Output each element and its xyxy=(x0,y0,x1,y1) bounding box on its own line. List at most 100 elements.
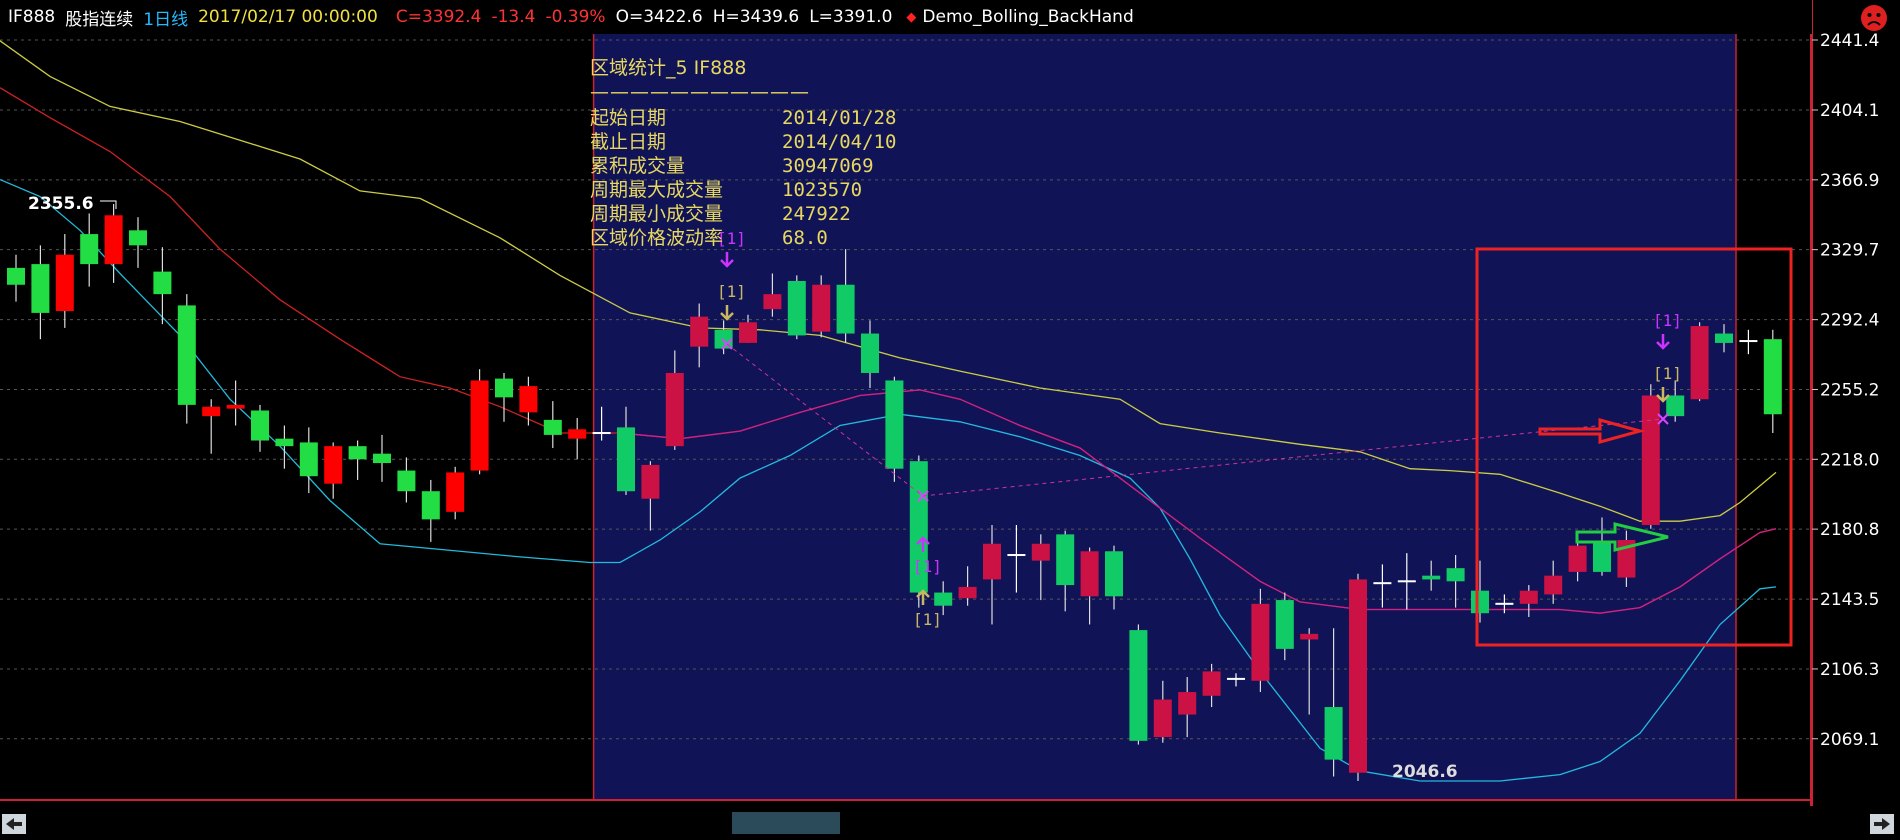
candle[interactable] xyxy=(739,314,757,343)
candle[interactable] xyxy=(153,247,172,325)
price-chart[interactable]: 2355.6 2046.6 [1] [1] [1] [1] [1] [1] xyxy=(0,34,1812,806)
candle[interactable] xyxy=(1007,524,1026,593)
candle[interactable] xyxy=(177,294,196,424)
candle[interactable] xyxy=(495,372,513,422)
candle[interactable] xyxy=(1056,530,1075,612)
candle[interactable] xyxy=(909,455,928,608)
candle[interactable] xyxy=(80,213,99,287)
candle[interactable] xyxy=(1715,324,1733,353)
candle[interactable] xyxy=(1397,553,1416,610)
candle[interactable] xyxy=(543,401,562,449)
candle[interactable] xyxy=(1568,538,1587,582)
candle[interactable] xyxy=(299,427,318,494)
arrow-down-icon xyxy=(1656,334,1670,350)
candle[interactable] xyxy=(1544,560,1563,604)
candle[interactable] xyxy=(1495,594,1514,614)
candle-body xyxy=(1324,707,1343,760)
axis-tick-label: 2143.5 xyxy=(1820,590,1879,610)
candle-body xyxy=(1153,699,1172,738)
candle[interactable] xyxy=(1519,585,1538,617)
scroll-left-button[interactable] xyxy=(2,814,26,834)
candle[interactable] xyxy=(690,303,709,368)
candle-body xyxy=(1471,590,1489,614)
candle[interactable] xyxy=(861,320,879,388)
candle[interactable] xyxy=(836,249,855,343)
candle[interactable] xyxy=(1641,384,1660,529)
candle[interactable] xyxy=(1105,545,1123,610)
candle[interactable] xyxy=(397,457,416,503)
candle[interactable] xyxy=(519,376,538,426)
candle-body xyxy=(129,230,147,246)
candle[interactable] xyxy=(275,425,294,469)
candle[interactable] xyxy=(1153,680,1172,743)
candle[interactable] xyxy=(373,434,391,482)
period-label[interactable]: 1日线 xyxy=(143,9,189,30)
candle[interactable] xyxy=(1080,547,1099,625)
candle[interactable] xyxy=(324,442,343,499)
candle[interactable] xyxy=(568,418,587,460)
candle[interactable] xyxy=(934,581,953,616)
candle[interactable] xyxy=(787,275,806,340)
horizontal-scrollbar[interactable] xyxy=(0,806,1900,840)
candle[interactable] xyxy=(1739,329,1758,355)
candle[interactable] xyxy=(129,217,147,268)
axis-tick-label: 2366.9 xyxy=(1820,171,1879,191)
candle[interactable] xyxy=(983,524,1001,625)
candle[interactable] xyxy=(226,380,245,426)
candle[interactable] xyxy=(1666,380,1685,422)
candle[interactable] xyxy=(1373,564,1392,608)
scroll-right-button[interactable] xyxy=(1870,814,1894,834)
candle[interactable] xyxy=(7,254,25,302)
signal-label: [1] xyxy=(1653,311,1682,330)
candle[interactable] xyxy=(348,440,367,480)
candle[interactable] xyxy=(31,245,50,340)
candle[interactable] xyxy=(251,404,269,452)
candle[interactable] xyxy=(470,369,489,475)
candle[interactable] xyxy=(1422,560,1441,591)
candle[interactable] xyxy=(1300,628,1319,715)
candle-body xyxy=(690,316,709,347)
candle[interactable] xyxy=(665,350,684,450)
candle[interactable] xyxy=(1202,663,1221,708)
strategy-name[interactable]: Demo_Bolling_BackHand xyxy=(922,7,1134,27)
candle[interactable] xyxy=(104,204,123,283)
candle[interactable] xyxy=(958,566,977,606)
candle[interactable] xyxy=(1129,624,1148,745)
candle-body xyxy=(861,333,879,373)
candle[interactable] xyxy=(641,461,660,531)
candle[interactable] xyxy=(446,466,465,520)
candle[interactable] xyxy=(592,406,611,441)
candle[interactable] xyxy=(1031,534,1050,601)
price-axis[interactable]: 2441.4 2404.1 2366.9 2329.7 2292.4 2255.2 2218… xyxy=(1812,0,1900,806)
stats-value: 247922 xyxy=(782,203,851,225)
candle-body xyxy=(983,543,1001,580)
signal-short-exit-2: [1] xyxy=(1653,364,1682,403)
candle[interactable] xyxy=(1593,517,1611,576)
candle[interactable] xyxy=(1178,677,1197,738)
candle[interactable] xyxy=(1227,673,1245,687)
red-arrow-icon xyxy=(1538,418,1646,444)
candle[interactable] xyxy=(55,234,74,328)
candle[interactable] xyxy=(1349,573,1367,781)
candle[interactable] xyxy=(812,275,831,338)
signal-label: [1] xyxy=(913,610,942,629)
candle[interactable] xyxy=(617,406,635,495)
scroll-thumb[interactable] xyxy=(732,812,840,834)
candle[interactable] xyxy=(885,376,904,482)
open-price: O=3422.6 xyxy=(615,7,703,27)
candle-body xyxy=(55,254,74,312)
candle[interactable] xyxy=(1690,322,1709,402)
candle-body xyxy=(934,592,953,606)
symbol-code[interactable]: IF888 xyxy=(8,7,56,27)
candle[interactable] xyxy=(763,273,782,317)
candle[interactable] xyxy=(421,479,440,542)
candle[interactable] xyxy=(1763,329,1782,434)
candle[interactable] xyxy=(1275,592,1294,661)
candle[interactable] xyxy=(1251,588,1270,693)
axis-tick-label: 2255.2 xyxy=(1820,380,1879,400)
candle[interactable] xyxy=(1324,628,1343,777)
sad-face-icon[interactable] xyxy=(1860,4,1888,32)
candle[interactable] xyxy=(1446,555,1465,608)
boll-mid-line xyxy=(0,40,1777,522)
candle[interactable] xyxy=(202,399,221,454)
